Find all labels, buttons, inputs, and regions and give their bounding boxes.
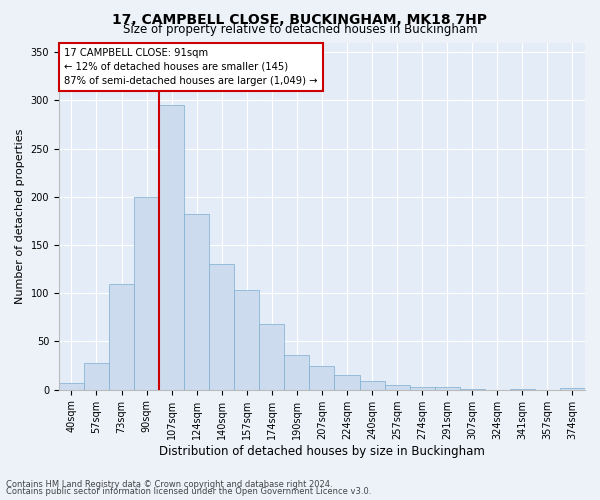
Bar [310, 366, 334, 390]
Bar [434, 387, 460, 390]
Text: Contains HM Land Registry data © Crown copyright and database right 2024.: Contains HM Land Registry data © Crown c… [6, 480, 332, 489]
Bar [359, 381, 385, 390]
X-axis label: Distribution of detached houses by size in Buckingham: Distribution of detached houses by size … [159, 444, 485, 458]
Bar [259, 324, 284, 390]
Y-axis label: Number of detached properties: Number of detached properties [15, 128, 25, 304]
Bar [59, 383, 84, 390]
Bar [184, 214, 209, 390]
Bar [410, 387, 434, 390]
Bar [334, 376, 359, 390]
Bar [460, 389, 485, 390]
Text: Size of property relative to detached houses in Buckingham: Size of property relative to detached ho… [122, 24, 478, 36]
Text: 17, CAMPBELL CLOSE, BUCKINGHAM, MK18 7HP: 17, CAMPBELL CLOSE, BUCKINGHAM, MK18 7HP [113, 12, 487, 26]
Bar [510, 389, 535, 390]
Bar [159, 105, 184, 390]
Bar [560, 388, 585, 390]
Bar [209, 264, 234, 390]
Text: Contains public sector information licensed under the Open Government Licence v3: Contains public sector information licen… [6, 487, 371, 496]
Bar [84, 362, 109, 390]
Bar [385, 385, 410, 390]
Bar [134, 197, 159, 390]
Text: 17 CAMPBELL CLOSE: 91sqm
← 12% of detached houses are smaller (145)
87% of semi-: 17 CAMPBELL CLOSE: 91sqm ← 12% of detach… [64, 48, 317, 86]
Bar [109, 284, 134, 390]
Bar [234, 290, 259, 390]
Bar [284, 355, 310, 390]
